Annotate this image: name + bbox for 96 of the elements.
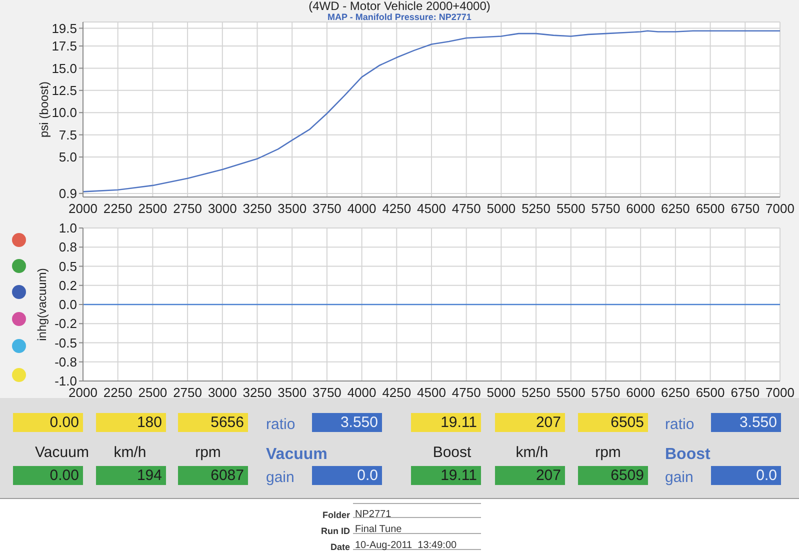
value-field: 180 xyxy=(96,413,166,432)
value-field: 207 xyxy=(495,466,565,485)
x-tick-label: 2500 xyxy=(138,385,168,400)
chart-title: (4WD - Motor Vehicle 2000+4000) xyxy=(308,0,490,13)
line-series xyxy=(83,30,780,192)
x-tick-label: 2000 xyxy=(68,201,98,216)
x-tick-label: 3500 xyxy=(278,385,307,400)
x-tick-label: 3750 xyxy=(312,385,342,400)
y-tick-label: 0.5 xyxy=(58,258,77,274)
text: km/h xyxy=(516,444,548,461)
x-tick-label: 4000 xyxy=(347,385,376,400)
x-tick-label: 5500 xyxy=(556,201,586,216)
x-tick-label: 5750 xyxy=(591,385,620,400)
y-tick-label: -0.8 xyxy=(54,354,77,370)
x-tick-label: 3250 xyxy=(242,201,272,216)
text-field: 10-Aug-2011 13:49:00 xyxy=(353,535,481,550)
y-tick-label: 15.0 xyxy=(52,60,77,76)
x-tick-label: 3250 xyxy=(242,385,272,400)
text-field: Final Tune xyxy=(353,519,481,534)
x-tick-label: 4250 xyxy=(382,385,412,400)
text: rpm xyxy=(595,444,621,461)
value-field: 0.00 xyxy=(13,413,83,432)
chart-subtitle: MAP - Manifold Pressure: NP2771 xyxy=(328,12,472,22)
x-tick-label: 4500 xyxy=(417,385,446,400)
x-tick-label: 6750 xyxy=(730,385,760,400)
x-tick-label: 5000 xyxy=(486,201,516,216)
x-tick-label: 3500 xyxy=(278,201,307,216)
y-tick-label: 0.8 xyxy=(58,240,77,255)
text: Vacuum xyxy=(266,446,328,463)
x-tick-label: 5750 xyxy=(591,201,620,216)
text: Boost xyxy=(665,446,710,463)
value-field: 0.0 xyxy=(312,466,382,485)
x-tick-label: 2250 xyxy=(103,385,132,400)
text: km/h xyxy=(114,444,146,461)
value-field: 19.11 xyxy=(411,413,481,432)
value-field: 3.550 xyxy=(711,413,781,432)
x-tick-label: 7000 xyxy=(766,201,794,216)
y-tick-label: 19.5 xyxy=(52,20,77,36)
value-field: 6087 xyxy=(178,466,248,485)
y-axis-title: psi (boost) xyxy=(37,81,51,138)
y-tick-label: 0.9 xyxy=(58,186,77,202)
value-field: 19.11 xyxy=(411,466,481,485)
x-tick-label: 6250 xyxy=(660,385,690,400)
text: Run ID xyxy=(321,526,350,536)
x-tick-label: 6000 xyxy=(626,201,656,216)
x-tick-label: 2500 xyxy=(138,201,168,216)
value-field: 207 xyxy=(495,413,565,432)
x-tick-label: 7000 xyxy=(766,385,794,400)
x-tick-label: 5500 xyxy=(556,385,586,400)
x-tick-label: 6500 xyxy=(696,201,725,216)
value-field: 0.0 xyxy=(711,466,781,485)
x-tick-label: 6500 xyxy=(696,385,725,400)
y-axis-title: inhg(vacuum) xyxy=(35,268,49,341)
y-tick-label: 1.0 xyxy=(58,220,77,236)
y-tick-label: -0.5 xyxy=(54,335,77,350)
text: ratio xyxy=(266,416,296,433)
x-tick-label: 4500 xyxy=(417,201,446,216)
y-tick-label: 5.0 xyxy=(58,150,77,165)
text: Folder xyxy=(322,510,350,520)
y-tick-label: 0.2 xyxy=(58,278,77,293)
value-field: 194 xyxy=(96,466,166,485)
x-tick-label: 6750 xyxy=(730,201,760,216)
value-field: 6505 xyxy=(578,413,648,432)
x-tick-label: 4250 xyxy=(382,201,412,216)
value-field: 3.550 xyxy=(312,413,382,432)
x-tick-label: 4000 xyxy=(347,201,376,216)
y-tick-label: 12.5 xyxy=(52,83,77,98)
y-tick-label: 17.5 xyxy=(52,38,77,54)
x-tick-label: 4750 xyxy=(452,385,481,400)
text: gain xyxy=(665,469,694,486)
y-tick-label: 7.5 xyxy=(58,127,77,142)
value-field: 0.00 xyxy=(13,466,83,485)
text: gain xyxy=(266,469,294,486)
x-tick-label: 4750 xyxy=(452,201,481,216)
text: Date xyxy=(330,542,350,552)
x-tick-label: 3000 xyxy=(208,201,237,216)
x-tick-label: 3750 xyxy=(312,201,342,216)
x-tick-label: 2750 xyxy=(173,385,202,400)
text: rpm xyxy=(195,444,221,461)
text: ratio xyxy=(665,416,694,433)
x-tick-label: 5000 xyxy=(486,385,516,400)
value-field: 5656 xyxy=(178,413,248,432)
x-tick-label: 5250 xyxy=(522,385,551,400)
y-tick-label: 10.0 xyxy=(52,105,77,120)
y-tick-label: 0.0 xyxy=(58,297,77,312)
text-field: NP2771 xyxy=(353,503,481,518)
x-tick-label: 2250 xyxy=(103,201,132,216)
text: Boost xyxy=(432,444,472,461)
x-tick-label: 3000 xyxy=(208,385,237,400)
y-tick-label: -0.2 xyxy=(54,316,77,332)
value-field: 6509 xyxy=(578,466,648,485)
text: Vacuum xyxy=(35,444,89,461)
x-tick-label: 2750 xyxy=(173,201,202,216)
x-tick-label: 5250 xyxy=(522,201,551,216)
x-tick-label: 6000 xyxy=(626,385,656,400)
x-tick-label: 6250 xyxy=(660,201,690,216)
